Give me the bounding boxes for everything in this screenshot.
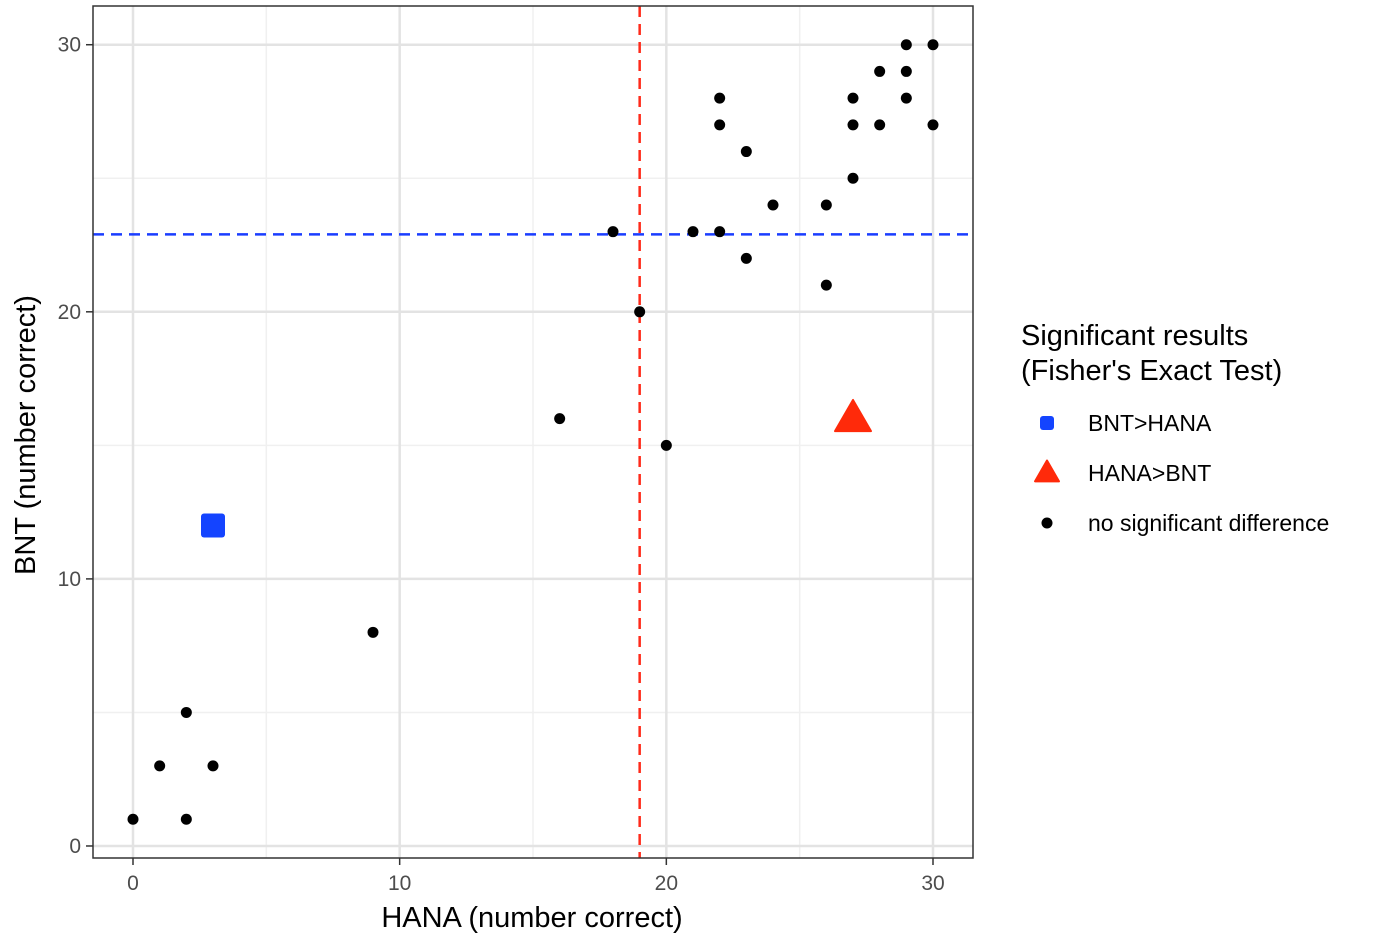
legend-title-line2: (Fisher's Exact Test): [1021, 355, 1282, 387]
x-tick-label: 30: [921, 872, 944, 895]
data-point-circle: [874, 119, 886, 131]
data-point-circle: [900, 92, 912, 104]
data-point-circle: [367, 626, 379, 638]
reference-lines: [93, 6, 973, 858]
legend-label: HANA>BNT: [1088, 460, 1211, 486]
x-axis-ticks: 0 10 20 30: [127, 858, 945, 895]
plot-border: [92, 5, 974, 859]
legend-title-line1: Significant results: [1021, 320, 1248, 352]
data-point-circle: [180, 706, 192, 718]
data-point-circle: [847, 172, 859, 184]
data-point-triangle: [834, 398, 872, 433]
data-point-circle: [554, 413, 566, 425]
data-point-circle: [714, 92, 726, 104]
data-point-circle: [687, 226, 699, 238]
y-axis-ticks: 0 10 20 30: [58, 34, 93, 858]
data-point-circle: [714, 226, 726, 238]
data-point-circle: [607, 226, 619, 238]
data-point-circle: [767, 199, 779, 211]
data-point-circle: [660, 439, 672, 451]
data-point-circle: [847, 92, 859, 104]
gridlines: [93, 6, 973, 858]
y-tick-label: 20: [58, 301, 81, 324]
legend-key-square: [1040, 416, 1054, 430]
y-tick-label: 10: [58, 568, 81, 591]
legend-key-triangle: [1034, 459, 1060, 483]
legend-label: no significant difference: [1088, 510, 1329, 536]
data-point-circle: [740, 252, 752, 264]
data-point-circle: [927, 119, 939, 131]
legend-label: BNT>HANA: [1088, 410, 1212, 436]
data-point-circle: [820, 279, 832, 291]
data-point-circle: [740, 146, 752, 158]
data-point-circle: [900, 39, 912, 51]
y-tick-label: 0: [69, 835, 81, 858]
data-point-circle: [207, 760, 219, 772]
x-tick-label: 20: [655, 872, 678, 895]
data-point-circle: [927, 39, 939, 51]
y-tick-label: 30: [58, 34, 81, 57]
x-tick-label: 0: [127, 872, 139, 895]
data-point-square: [201, 513, 225, 538]
data-point-circle: [900, 65, 912, 77]
x-axis-title: HANA (number correct): [381, 902, 682, 934]
legend-items: BNT>HANA HANA>BNT no significant differenc…: [1034, 410, 1329, 536]
data-point-circle: [127, 813, 139, 825]
data-point-circle: [714, 119, 726, 131]
legend: Significant results (Fisher's Exact Test…: [1021, 320, 1329, 536]
legend-key-circle: [1041, 517, 1053, 529]
x-tick-label: 10: [388, 872, 411, 895]
data-point-circle: [634, 306, 646, 318]
data-point-circle: [180, 813, 192, 825]
data-point-circle: [154, 760, 166, 772]
data-point-circle: [847, 119, 859, 131]
data-points: [127, 39, 939, 825]
data-point-circle: [820, 199, 832, 211]
y-axis-title: BNT (number correct): [10, 295, 42, 575]
data-point-circle: [874, 65, 886, 77]
